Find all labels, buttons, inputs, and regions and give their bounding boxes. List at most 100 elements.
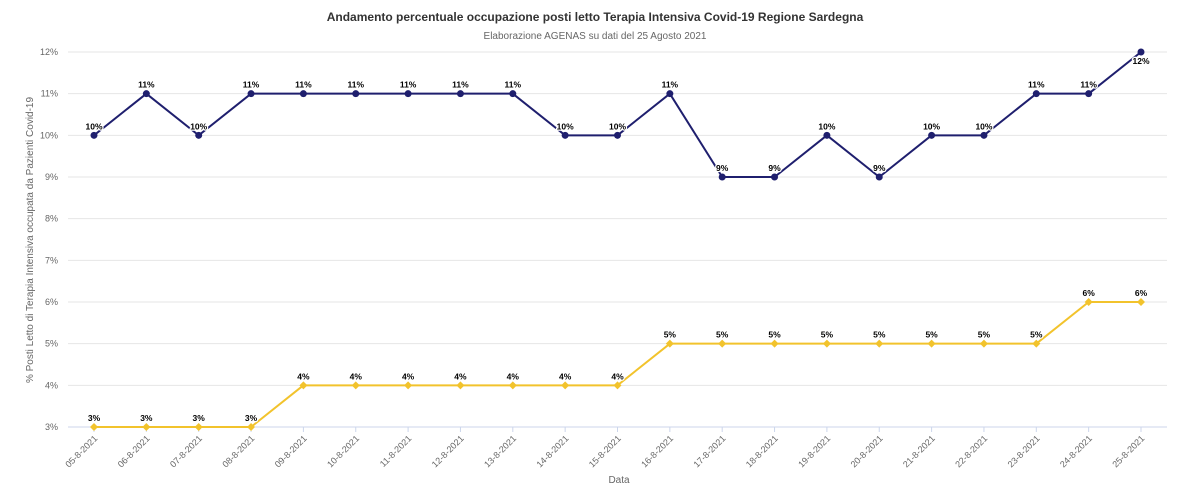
data-label: 10% — [85, 121, 102, 131]
data-point[interactable] — [456, 381, 465, 390]
x-tick-label: 13-8-2021 — [482, 433, 518, 469]
data-point[interactable] — [822, 339, 831, 348]
data-point[interactable] — [404, 90, 412, 98]
data-label: 10% — [975, 121, 992, 131]
x-tick-label: 10-8-2021 — [325, 433, 361, 469]
data-point[interactable] — [666, 90, 674, 98]
data-label: 3% — [193, 413, 206, 423]
data-point[interactable] — [351, 381, 360, 390]
series-line — [94, 301, 1141, 428]
series-1 — [90, 48, 1145, 181]
data-point[interactable] — [875, 173, 883, 181]
x-tick-label: 05-8-2021 — [63, 433, 99, 469]
x-tick-label: 15-8-2021 — [587, 433, 623, 469]
data-label: 3% — [88, 413, 101, 423]
data-label: 4% — [402, 371, 415, 381]
data-point[interactable] — [404, 381, 413, 390]
x-tick-label: 11-8-2021 — [378, 433, 414, 469]
data-label: 5% — [1030, 330, 1043, 340]
x-tick-label: 06-8-2021 — [116, 433, 152, 469]
data-point[interactable] — [1032, 339, 1041, 348]
data-label: 5% — [925, 330, 938, 340]
data-point[interactable] — [352, 90, 360, 98]
data-point[interactable] — [1084, 298, 1093, 306]
y-axis-label: % Posti Letto di Terapia Intensiva occup… — [25, 97, 36, 384]
data-label: 5% — [978, 330, 991, 340]
data-point[interactable] — [195, 131, 203, 139]
x-tick-label: 16-8-2021 — [639, 433, 675, 469]
data-label: 4% — [507, 371, 520, 381]
y-tick-label: 5% — [45, 339, 58, 349]
data-label: 11% — [452, 80, 469, 90]
data-point[interactable] — [194, 423, 203, 431]
data-labels: 10% 11% 10% 11% 11% 11% 11% 11% 11% 10% 10% 11% 9% 9%… — [84, 55, 1151, 425]
data-point[interactable] — [90, 423, 98, 431]
data-label: 5% — [664, 330, 677, 340]
data-point[interactable] — [142, 423, 151, 431]
data-point[interactable] — [561, 381, 570, 390]
data-point[interactable] — [1137, 48, 1145, 56]
data-point[interactable] — [718, 173, 726, 181]
data-point[interactable] — [875, 339, 884, 348]
data-label: 5% — [821, 330, 834, 340]
data-point[interactable] — [928, 131, 936, 139]
data-point[interactable] — [142, 90, 150, 98]
data-label: 10% — [609, 121, 626, 131]
data-label: 9% — [768, 163, 781, 173]
x-tick-label: 24-8-2021 — [1058, 433, 1094, 469]
y-tick-label: 9% — [45, 172, 58, 182]
y-tick-label: 7% — [45, 255, 58, 265]
data-point[interactable] — [1085, 90, 1093, 98]
x-tick-label: 21-8-2021 — [901, 433, 937, 469]
data-label: 11% — [295, 80, 312, 90]
data-point[interactable] — [927, 339, 936, 348]
data-label: 9% — [716, 163, 729, 173]
x-axis-ticks: 05-8-2021 06-8-2021 07-8-2021 08-8-2021 09-8… — [63, 427, 1146, 469]
y-tick-label: 3% — [45, 422, 58, 432]
data-point[interactable] — [247, 423, 256, 431]
x-tick-label: 14-8-2021 — [534, 433, 570, 469]
data-point[interactable] — [614, 131, 621, 139]
series-line — [93, 51, 1142, 178]
data-point[interactable] — [561, 131, 569, 139]
data-point[interactable] — [90, 131, 98, 139]
data-point[interactable] — [247, 90, 255, 98]
data-point[interactable] — [979, 339, 988, 348]
data-point[interactable] — [1032, 90, 1040, 98]
data-label: 11% — [1028, 80, 1045, 90]
data-point[interactable] — [718, 339, 727, 348]
data-point[interactable] — [771, 173, 779, 181]
chart-subtitle: Elaborazione AGENAS su dati del 25 Agost… — [484, 31, 707, 42]
x-tick-label: 25-8-2021 — [1110, 433, 1146, 469]
data-label: 3% — [245, 413, 258, 423]
y-tick-label: 11% — [41, 89, 58, 99]
data-label: 11% — [347, 80, 364, 90]
data-point[interactable] — [665, 339, 674, 348]
data-point[interactable] — [299, 90, 307, 98]
data-point[interactable] — [508, 381, 517, 390]
x-tick-label: 17-8-2021 — [692, 433, 728, 469]
data-point[interactable] — [299, 381, 308, 390]
data-point[interactable] — [613, 381, 622, 390]
data-point[interactable] — [1137, 298, 1145, 306]
data-label: 6% — [1083, 288, 1096, 298]
x-tick-label: 18-8-2021 — [744, 433, 780, 469]
x-tick-label: 23-8-2021 — [1006, 433, 1042, 469]
y-tick-label: 6% — [45, 297, 58, 307]
data-label: 10% — [818, 121, 835, 131]
data-point[interactable] — [823, 131, 831, 139]
data-point[interactable] — [980, 131, 988, 139]
data-label: 11% — [505, 80, 522, 90]
x-tick-label: 09-8-2021 — [273, 433, 309, 469]
data-point[interactable] — [770, 339, 779, 348]
series-group — [90, 48, 1145, 431]
data-label: 11% — [400, 80, 417, 90]
data-label: 10% — [557, 121, 574, 131]
data-label: 6% — [1135, 288, 1148, 298]
data-label: 4% — [559, 371, 572, 381]
y-tick-label: 4% — [45, 380, 58, 390]
data-label: 10% — [190, 121, 207, 131]
data-point[interactable] — [509, 90, 517, 98]
data-point[interactable] — [456, 90, 464, 98]
